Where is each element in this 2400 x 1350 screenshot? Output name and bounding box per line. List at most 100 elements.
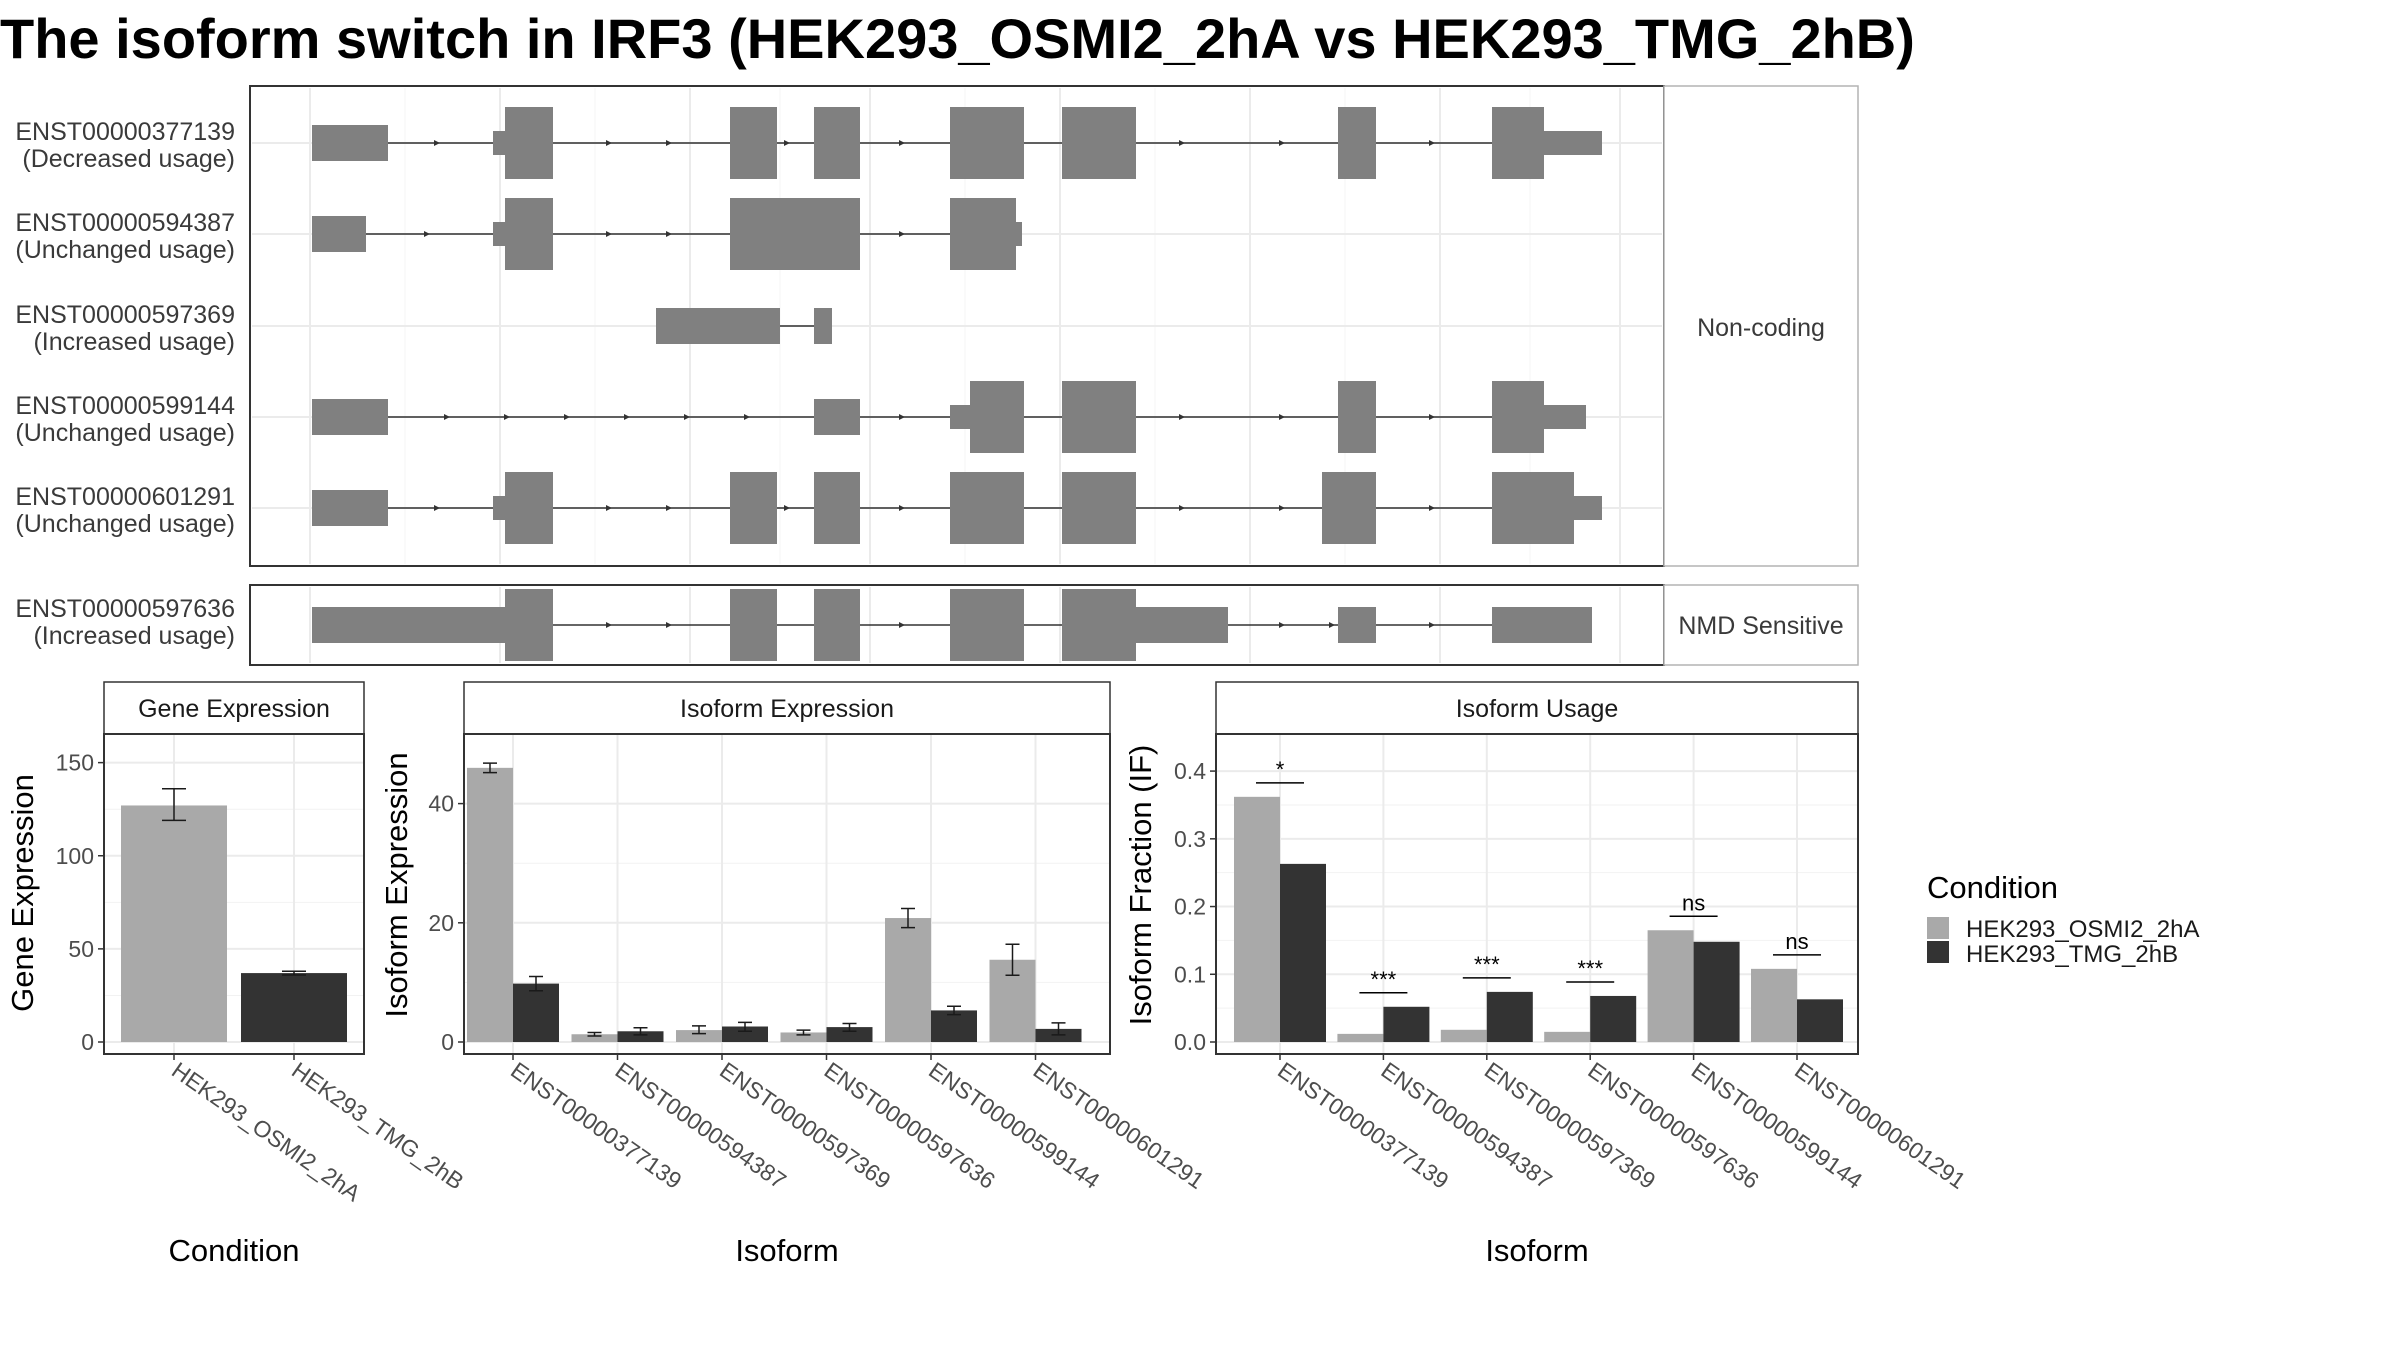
x-tick-label: ENST00000599144 — [1687, 1057, 1868, 1194]
x-tick-label: ENST00000601291 — [1790, 1057, 1970, 1194]
exon-cds — [1492, 107, 1544, 179]
x-tick-label: ENST00000597369 — [1480, 1057, 1660, 1194]
exon-utr — [1136, 607, 1228, 643]
significance-label: ns — [1682, 890, 1705, 915]
bar — [826, 1027, 873, 1042]
y-tick-label: 150 — [56, 750, 94, 776]
exon-utr-narrow — [1544, 131, 1602, 155]
y-tick-label: 0.1 — [1174, 961, 1206, 987]
error-bar — [1051, 1022, 1066, 1036]
group-label-noncoding: Non-coding — [1697, 314, 1825, 342]
strip-nmd — [1663, 584, 1859, 666]
strip-isoform-expression — [463, 681, 1111, 735]
exon-cds — [1338, 381, 1376, 453]
bar — [931, 1010, 977, 1042]
transcript-model — [312, 472, 1602, 544]
exon-utr — [312, 216, 366, 252]
exon-cds — [1062, 472, 1136, 544]
exon-cds — [730, 198, 860, 270]
transcript-structure: Non-coding NMD Sensitive ENST00000377139… — [15, 85, 1859, 666]
exon-utr — [814, 399, 860, 435]
bar — [1751, 968, 1797, 1042]
x-tick-label: ENST00000594387 — [1377, 1057, 1557, 1194]
exon-cds — [814, 107, 860, 179]
error-bar — [842, 1022, 857, 1033]
exon-cds — [730, 107, 777, 179]
bar — [1234, 796, 1280, 1042]
exon-utr-narrow — [1544, 405, 1586, 429]
transcript-id: ENST00000601291 — [15, 483, 235, 511]
exon-cds — [1492, 381, 1544, 453]
x-tick-label: ENST00000597636 — [1583, 1057, 1763, 1194]
error-bar — [901, 907, 915, 929]
legend-label-tmg: HEK293_TMG_2hB — [1966, 941, 2178, 968]
y-axis-title-isoform-expression: Isoform Expression — [379, 752, 414, 1017]
exon-cds — [1492, 472, 1574, 544]
exon-cds — [1338, 107, 1376, 179]
bar — [1337, 1033, 1384, 1042]
exon-utr-narrow — [1574, 496, 1602, 520]
error-bar — [282, 970, 306, 976]
y-tick-label: 0.0 — [1174, 1029, 1206, 1055]
exon-utr — [656, 308, 780, 344]
y-tick-label: 50 — [68, 936, 94, 962]
exon-utr-narrow — [950, 405, 970, 429]
error-bar — [947, 1005, 961, 1016]
exon-cds — [730, 589, 777, 661]
legend-swatch-tmg — [1927, 941, 1949, 963]
error-bar — [738, 1021, 752, 1033]
legend: Condition HEK293_OSMI2_2hA HEK293_TMG_2h… — [1927, 870, 2199, 968]
exon-utr-narrow — [1016, 222, 1022, 246]
error-bar — [587, 1031, 602, 1037]
panel-title-gene-expression: Gene Expression — [138, 695, 330, 723]
error-bar — [1005, 943, 1020, 976]
bar — [885, 918, 931, 1042]
significance-label: *** — [1371, 967, 1397, 992]
exon-cds — [505, 472, 553, 544]
error-bar — [529, 975, 543, 992]
exon-utr — [1492, 607, 1592, 643]
bar — [1383, 1006, 1430, 1042]
exon-cds — [950, 472, 1024, 544]
transcript-model — [312, 589, 1592, 661]
panel-border — [463, 733, 1111, 1055]
strip-gene-expression — [103, 681, 365, 735]
y-tick-label: 100 — [56, 843, 94, 869]
legend-swatch-osmi2 — [1927, 917, 1949, 939]
y-tick-label: 0 — [441, 1029, 454, 1055]
exon-cds — [730, 472, 777, 544]
transcript-usage: (Unchanged usage) — [15, 236, 235, 264]
y-axis-title-gene-expression: Gene Expression — [5, 774, 40, 1012]
legend-title: Condition — [1927, 870, 2058, 905]
exon-cds — [814, 472, 860, 544]
x-tick-label: HEK293_OSMI2_2hA — [167, 1057, 366, 1207]
group-label-nmd: NMD Sensitive — [1678, 612, 1843, 640]
exon-cds — [1322, 472, 1376, 544]
transcript-usage: (Decreased usage) — [22, 145, 235, 173]
bar — [1797, 999, 1843, 1042]
exon-cds — [1062, 107, 1136, 179]
strip-noncoding — [1663, 85, 1859, 567]
bar — [571, 1034, 618, 1042]
bar — [617, 1031, 664, 1042]
error-bar — [692, 1025, 706, 1035]
x-axis-title-gene-expression: Condition — [169, 1233, 300, 1268]
bar — [1280, 863, 1326, 1042]
significance-label: ns — [1785, 929, 1808, 954]
chart-panel: 0.00.10.20.30.4ENST00000377139ENST000005… — [1174, 733, 1971, 1194]
transcript-id: ENST00000594387 — [15, 209, 235, 237]
legend-label-osmi2: HEK293_OSMI2_2hA — [1966, 916, 2199, 943]
significance-label: *** — [1577, 956, 1603, 981]
exon-cds — [814, 589, 860, 661]
error-bar — [633, 1026, 648, 1036]
x-tick-label: ENST00000597636 — [820, 1057, 1000, 1194]
exon-utr — [1338, 607, 1376, 643]
exon-utr — [312, 490, 388, 526]
panel-border — [1215, 733, 1859, 1055]
bar — [467, 767, 513, 1042]
exon-cds — [970, 381, 1024, 453]
exon-utr — [312, 125, 388, 161]
transcript-usage: (Increased usage) — [33, 622, 235, 650]
exon-utr — [312, 399, 388, 435]
